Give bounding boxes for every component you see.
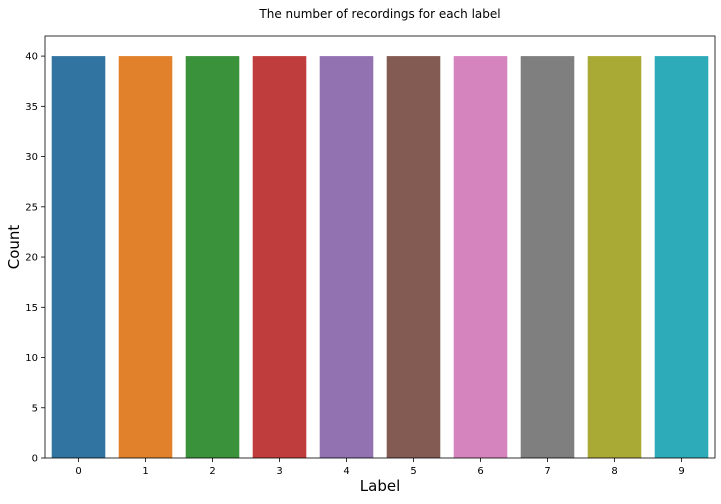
bar-6 bbox=[453, 56, 508, 458]
bar-4 bbox=[319, 56, 374, 458]
x-tick-label-8: 8 bbox=[611, 466, 617, 477]
y-axis-label: Count bbox=[5, 225, 23, 270]
bar-2 bbox=[185, 56, 240, 458]
x-axis: 0 1 2 3 4 5 6 7 8 9 bbox=[75, 458, 685, 477]
y-tick-label-25: 25 bbox=[25, 202, 38, 213]
y-tick-label-5: 5 bbox=[32, 403, 38, 414]
x-tick-label-5: 5 bbox=[410, 466, 416, 477]
y-tick-label-30: 30 bbox=[25, 152, 38, 163]
bar-3 bbox=[252, 56, 307, 458]
bar-7 bbox=[520, 56, 575, 458]
y-tick-label-35: 35 bbox=[25, 102, 38, 113]
x-tick-label-1: 1 bbox=[142, 466, 148, 477]
x-tick-label-6: 6 bbox=[477, 466, 483, 477]
x-tick-label-3: 3 bbox=[276, 466, 282, 477]
y-axis: 0 5 10 15 20 25 30 35 40 bbox=[25, 52, 45, 465]
bar-0 bbox=[51, 56, 106, 458]
bar-5 bbox=[386, 56, 441, 458]
x-tick-label-4: 4 bbox=[343, 466, 349, 477]
x-tick-label-2: 2 bbox=[209, 466, 215, 477]
chart-title: The number of recordings for each label bbox=[258, 7, 500, 21]
bars-group bbox=[51, 56, 709, 458]
x-tick-label-9: 9 bbox=[678, 466, 684, 477]
x-tick-label-0: 0 bbox=[75, 466, 81, 477]
x-axis-label: Label bbox=[360, 477, 400, 495]
bar-9 bbox=[654, 56, 709, 458]
y-tick-label-0: 0 bbox=[32, 454, 38, 465]
plot-frame bbox=[44, 35, 716, 459]
y-tick-label-15: 15 bbox=[25, 303, 38, 314]
x-tick-label-7: 7 bbox=[544, 466, 550, 477]
bar-8 bbox=[587, 56, 642, 458]
y-tick-label-20: 20 bbox=[25, 253, 38, 264]
y-tick-label-40: 40 bbox=[25, 52, 38, 63]
y-tick-label-10: 10 bbox=[25, 353, 38, 364]
bar-1 bbox=[118, 56, 173, 458]
